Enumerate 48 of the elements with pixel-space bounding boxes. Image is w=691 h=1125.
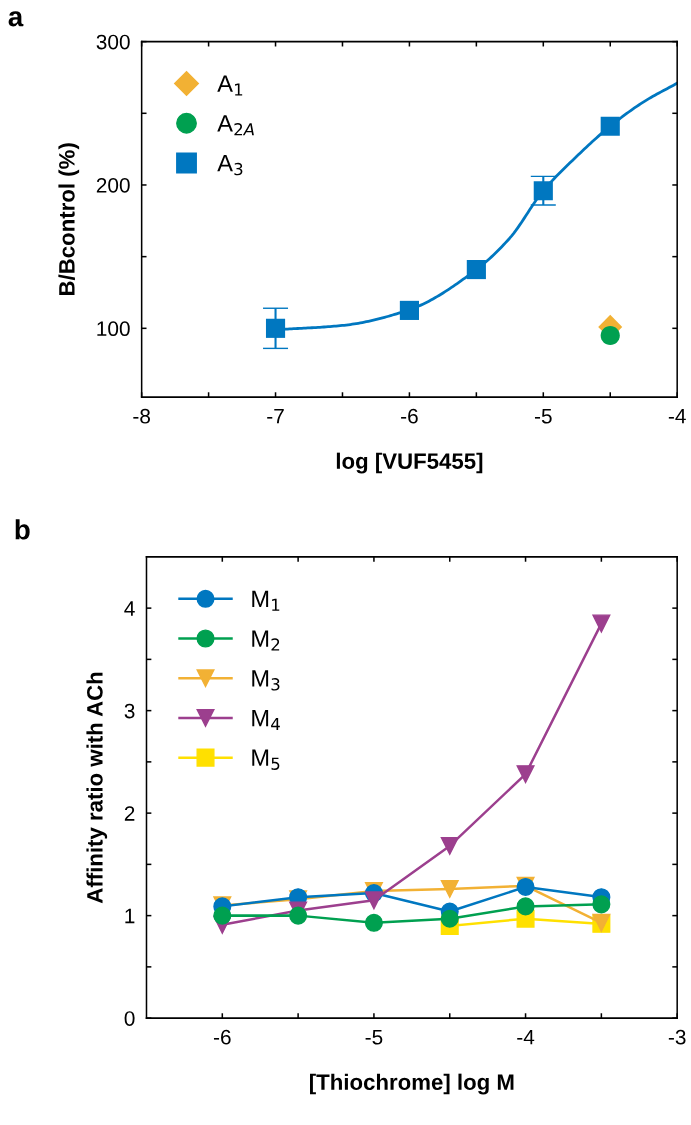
legend-label: M$_{5}$ (252, 749, 280, 770)
point (516, 897, 535, 916)
x-tick-label: -7 (267, 409, 284, 424)
x-axis-title: log [VUF5455] (336, 452, 483, 474)
legend-label: M$_{1}$ (252, 590, 280, 611)
x-axis-title: [Thiochrome] log M (310, 1073, 514, 1095)
point (364, 913, 383, 932)
legend-label: A$_{2A}$ (217, 115, 254, 136)
x-tick-label: -6 (213, 1029, 231, 1045)
y-tick-label: 0 (124, 1011, 135, 1026)
y-tick-label: 3 (124, 703, 135, 719)
y-tick-label: 1 (125, 908, 135, 924)
y-axis-title: Affinity ratio with ACh (86, 672, 108, 904)
x-tick-label: -5 (534, 409, 552, 424)
legend-label: A$_{3}$ (217, 154, 243, 176)
point (600, 325, 620, 346)
point (600, 116, 620, 136)
x-tick-label: -3 (668, 1029, 686, 1045)
point (440, 836, 459, 855)
chart-title: a (8, 11, 24, 27)
x-tick-label: -8 (133, 408, 151, 424)
y-axis-title: B/Bcontrol (%) (58, 143, 80, 296)
point (265, 318, 286, 338)
point (289, 906, 308, 925)
legend-label: A$_{1}$ (217, 75, 243, 96)
x-tick-label: -4 (668, 409, 686, 424)
point (399, 300, 419, 320)
point (440, 879, 459, 899)
legend-label: M$_{4}$ (252, 709, 280, 731)
point (466, 259, 486, 280)
x-tick-label: -4 (517, 1030, 535, 1045)
x-tick-label: -6 (401, 408, 418, 424)
point (440, 909, 459, 928)
x-tick-label: -5 (365, 1030, 383, 1045)
point (592, 895, 611, 914)
point (533, 181, 553, 201)
chart-title: b (15, 519, 30, 540)
y-tick-label: 100 (97, 321, 130, 337)
point (213, 906, 232, 925)
point (364, 891, 383, 910)
legend-label: M$_{2}$ (252, 630, 280, 651)
point (592, 614, 611, 633)
y-tick-label: 300 (96, 34, 130, 50)
y-tick-label: 4 (124, 601, 135, 616)
y-tick-label: 2 (124, 806, 135, 821)
point (516, 765, 535, 784)
y-tick-label: 200 (96, 177, 130, 193)
legend-label: M$_{3}$ (252, 670, 280, 691)
